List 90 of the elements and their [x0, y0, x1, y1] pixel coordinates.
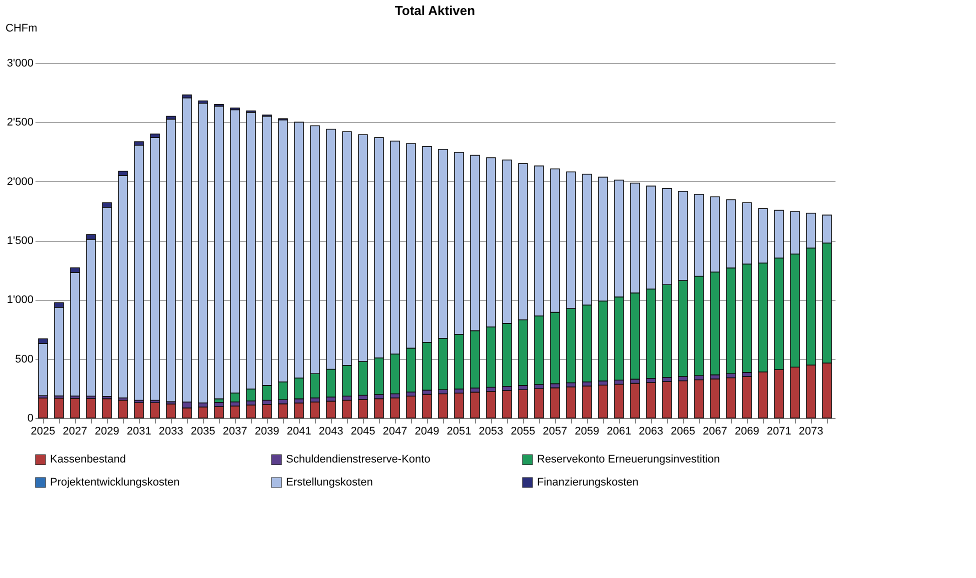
bar	[310, 402, 320, 418]
bar	[438, 393, 448, 418]
y-tick-label: 1'000	[6, 294, 34, 306]
bar	[118, 400, 128, 418]
x-tick-label: 2059	[574, 426, 600, 438]
bar	[502, 390, 512, 418]
x-tick-label: 2041	[286, 426, 312, 438]
bar	[374, 398, 384, 418]
x-tick-label: 2055	[510, 426, 536, 438]
x-tick-label: 2071	[766, 426, 792, 438]
bar	[262, 404, 272, 418]
bar	[662, 381, 672, 418]
bar	[454, 392, 464, 418]
legend-label: Erstellungskosten	[286, 476, 373, 488]
y-tick-label: 0	[27, 412, 34, 424]
x-tick-label: 2053	[478, 426, 504, 438]
bar	[294, 402, 304, 418]
x-tick-label: 2045	[350, 426, 376, 438]
bar	[694, 379, 704, 418]
x-tick-label: 2035	[190, 426, 216, 438]
x-tick-label: 2037	[222, 426, 248, 438]
x-tick-label: 2047	[382, 426, 408, 438]
bar	[518, 389, 528, 418]
bar	[150, 402, 160, 418]
bar	[278, 403, 288, 418]
bar	[470, 392, 480, 418]
bar	[214, 106, 224, 400]
legend-label: Reservekonto Erneuerungsinvestition	[537, 454, 720, 466]
bar	[678, 380, 688, 418]
x-tick-label: 2057	[542, 426, 568, 438]
legend-label: Schuldendienstreserve-Konto	[286, 454, 430, 466]
y-tick-label: 1'500	[6, 235, 34, 247]
x-tick-label: 2029	[94, 426, 120, 438]
y-tick-label: 3'000	[6, 58, 34, 70]
bar	[342, 400, 352, 418]
bar	[246, 404, 256, 418]
bar	[726, 377, 736, 418]
x-tick-label: 2073	[798, 426, 824, 438]
bar	[166, 118, 176, 402]
bar	[566, 386, 576, 418]
bar	[534, 388, 544, 418]
bar	[614, 384, 624, 418]
bar	[102, 398, 112, 418]
bar	[630, 382, 640, 418]
chart-title: Total Aktiven	[394, 3, 476, 18]
x-tick-label: 2025	[30, 426, 56, 438]
bar	[422, 394, 432, 418]
x-tick-label: 2063	[638, 426, 664, 438]
legend-label: Projektentwicklungskosten	[50, 476, 180, 488]
x-tick-label: 2049	[414, 426, 440, 438]
bar	[646, 382, 656, 418]
x-tick-label: 2027	[62, 426, 88, 438]
bar	[198, 102, 208, 404]
bar	[150, 137, 160, 401]
y-tick-label: 2'000	[6, 176, 34, 188]
bar	[742, 376, 752, 418]
bar	[326, 400, 336, 418]
bar	[582, 386, 592, 418]
bar	[134, 144, 144, 401]
x-tick-label: 2069	[734, 426, 760, 438]
bar	[86, 398, 96, 418]
legend-label: Kassenbestand	[50, 454, 126, 466]
bar	[390, 397, 400, 418]
bar	[38, 398, 48, 418]
x-tick-label: 2051	[446, 426, 472, 438]
bar	[230, 406, 240, 418]
y-axis-title: CHFm	[6, 22, 38, 34]
x-tick-label: 2033	[158, 426, 184, 438]
y-tick-label: 500	[15, 353, 34, 366]
bar	[598, 384, 608, 418]
bar	[214, 406, 224, 418]
legend-label: Finanzierungskosten	[537, 476, 639, 488]
bar	[54, 398, 64, 418]
bar	[358, 399, 368, 418]
x-tick-label: 2031	[126, 426, 152, 438]
x-tick-label: 2043	[318, 426, 344, 438]
x-tick-label: 2065	[670, 426, 696, 438]
bar	[198, 406, 208, 418]
x-tick-label: 2061	[606, 426, 632, 438]
bar	[710, 378, 720, 418]
x-tick-label: 2039	[254, 426, 280, 438]
bar	[70, 398, 80, 418]
y-tick-label: 2'500	[6, 116, 34, 129]
bar	[550, 387, 560, 418]
bar	[134, 402, 144, 418]
bar	[166, 404, 176, 418]
bar	[486, 390, 496, 418]
bar	[118, 175, 128, 398]
x-tick-label: 2067	[702, 426, 728, 438]
bar	[406, 396, 416, 418]
